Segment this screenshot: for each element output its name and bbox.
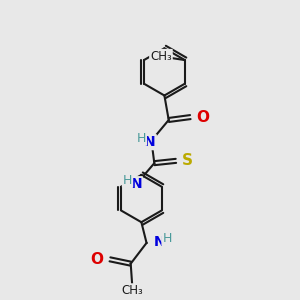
Text: N: N (144, 135, 156, 149)
Text: N: N (154, 235, 165, 249)
Text: CH₃: CH₃ (150, 50, 172, 63)
Text: O: O (196, 110, 210, 124)
Text: H: H (162, 232, 172, 245)
Text: H: H (137, 132, 146, 145)
Text: CH₃: CH₃ (121, 284, 143, 297)
Text: S: S (182, 153, 193, 168)
Text: O: O (91, 252, 103, 267)
Text: H: H (123, 174, 132, 187)
Text: N: N (130, 177, 142, 191)
